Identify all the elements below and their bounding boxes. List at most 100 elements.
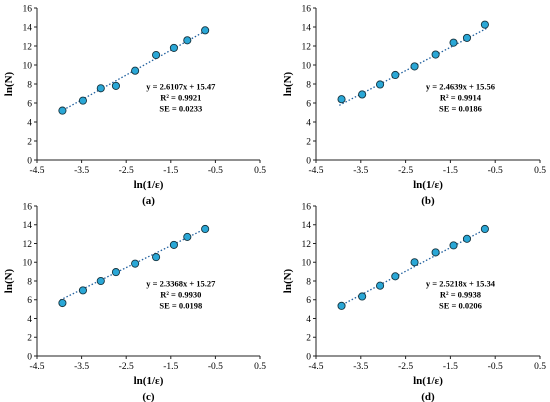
y-tick-label: 12 <box>302 240 312 250</box>
data-point <box>376 80 385 89</box>
regression-annotation: y = 2.5218x + 15.34 <box>426 278 496 288</box>
x-tick-label: -2.5 <box>119 166 134 176</box>
y-tick-label: 8 <box>27 80 32 90</box>
data-point <box>201 224 210 234</box>
y-tick-label: 8 <box>306 80 311 90</box>
data-point <box>152 50 161 60</box>
data-point <box>111 81 120 90</box>
data-point <box>462 33 472 42</box>
data-point <box>183 232 192 241</box>
data-point <box>78 96 87 105</box>
data-point <box>391 272 400 281</box>
regression-annotation: SE = 0.0198 <box>159 300 202 310</box>
y-tick-label: 4 <box>27 315 32 325</box>
x-tick-label: -1.5 <box>443 362 458 372</box>
y-tick-label: 12 <box>23 240 33 250</box>
data-point <box>201 26 210 35</box>
x-tick-label: -1.5 <box>443 166 458 176</box>
x-tick-label: -4.5 <box>29 362 44 372</box>
x-tick-label: -4.5 <box>308 362 323 372</box>
data-point <box>58 106 67 115</box>
regression-annotation: R² = 0.9914 <box>440 92 482 102</box>
data-point <box>169 240 178 249</box>
y-axis-label: ln(N) <box>282 71 294 96</box>
x-axis-label: ln(1/ε) <box>134 375 164 387</box>
x-axis-label: ln(1/ε) <box>134 179 164 191</box>
y-tick-label: 4 <box>306 118 311 128</box>
regression-annotation: y = 2.6107x + 15.47 <box>146 81 216 91</box>
data-point <box>391 70 400 80</box>
x-tick-label: -4.5 <box>308 166 323 176</box>
data-point <box>78 286 87 295</box>
data-point <box>480 20 489 29</box>
y-tick-label: 0 <box>306 352 311 362</box>
x-tick-label: -0.5 <box>208 166 223 176</box>
panel-label: (d) <box>421 391 435 402</box>
data-point <box>358 292 367 301</box>
y-tick-label: 6 <box>306 99 311 109</box>
y-tick-label: 12 <box>23 42 33 52</box>
data-point <box>337 95 346 104</box>
x-tick-label: -4.5 <box>29 166 44 176</box>
chart-panel-3: 0 2 4 6 8 10 12 14 16 -4.5 -3.5 -2.5 -1.5 -0.5 0.5 ln(N… <box>3 202 266 402</box>
x-tick-label: 0.5 <box>254 166 266 176</box>
x-tick-label: -2.5 <box>119 362 134 372</box>
y-axis-label: ln(N) <box>3 268 15 293</box>
y-tick-label: 0 <box>27 156 32 166</box>
y-tick-label: 8 <box>306 277 311 287</box>
x-tick-label: -3.5 <box>353 362 368 372</box>
data-point <box>480 224 489 234</box>
x-tick-label: -2.5 <box>398 166 413 176</box>
y-tick-label: 6 <box>27 99 32 109</box>
y-tick-label: 8 <box>27 277 32 287</box>
y-tick-label: 16 <box>23 202 33 212</box>
panel-label: (c) <box>142 391 155 402</box>
data-point <box>58 298 67 308</box>
x-tick-label: 0.5 <box>254 362 266 372</box>
data-point <box>410 258 419 267</box>
data-point <box>431 248 440 257</box>
x-tick-label: 0.5 <box>534 166 546 176</box>
y-tick-label: 0 <box>306 156 311 166</box>
x-tick-label: -3.5 <box>74 166 89 176</box>
y-tick-label: 2 <box>306 334 311 344</box>
chart-panel-4: 0 2 4 6 8 10 12 14 16 -4.5 -3.5 -2.5 -1.5 -0.5 0.5 ln(N… <box>282 202 546 402</box>
data-point <box>337 301 346 310</box>
regression-annotation: R² = 0.9921 <box>160 92 201 102</box>
y-tick-label: 10 <box>23 61 33 71</box>
chart-panel-2: 0 2 4 6 8 10 12 14 16 -4.5 -3.5 -2.5 -1.5 -0.5 0.5 ln(N… <box>282 4 546 207</box>
data-point <box>462 234 472 243</box>
regression-annotation: SE = 0.0206 <box>439 300 482 310</box>
data-point <box>96 84 105 93</box>
data-point <box>131 259 140 268</box>
x-tick-label: -0.5 <box>488 362 503 372</box>
x-tick-label: -0.5 <box>208 362 223 372</box>
data-point <box>449 241 458 250</box>
y-tick-label: 14 <box>302 221 312 231</box>
y-tick-label: 6 <box>27 296 32 306</box>
y-tick-label: 14 <box>23 23 33 33</box>
regression-annotation: SE = 0.0186 <box>439 103 482 113</box>
panel-label: (b) <box>421 195 435 207</box>
regression-annotation: y = 2.4639x + 15.56 <box>426 81 495 91</box>
data-point <box>431 50 440 59</box>
x-tick-label: -2.5 <box>398 362 413 372</box>
y-tick-label: 14 <box>302 23 312 33</box>
y-tick-label: 2 <box>306 137 311 147</box>
y-tick-label: 2 <box>27 334 32 344</box>
y-axis-label: ln(N) <box>3 71 15 96</box>
x-axis-label: ln(1/ε) <box>413 375 443 387</box>
x-axis-label: ln(1/ε) <box>413 179 443 191</box>
data-point <box>376 281 385 290</box>
data-point <box>152 253 161 262</box>
y-tick-label: 0 <box>27 352 32 362</box>
regression-annotation: R² = 0.9930 <box>160 289 201 299</box>
x-tick-label: -1.5 <box>163 166 178 176</box>
y-tick-label: 16 <box>23 4 33 14</box>
y-tick-label: 16 <box>302 4 312 14</box>
y-tick-label: 10 <box>302 259 312 269</box>
x-tick-label: -0.5 <box>488 166 503 176</box>
y-tick-label: 12 <box>302 42 312 52</box>
data-point <box>410 62 419 71</box>
